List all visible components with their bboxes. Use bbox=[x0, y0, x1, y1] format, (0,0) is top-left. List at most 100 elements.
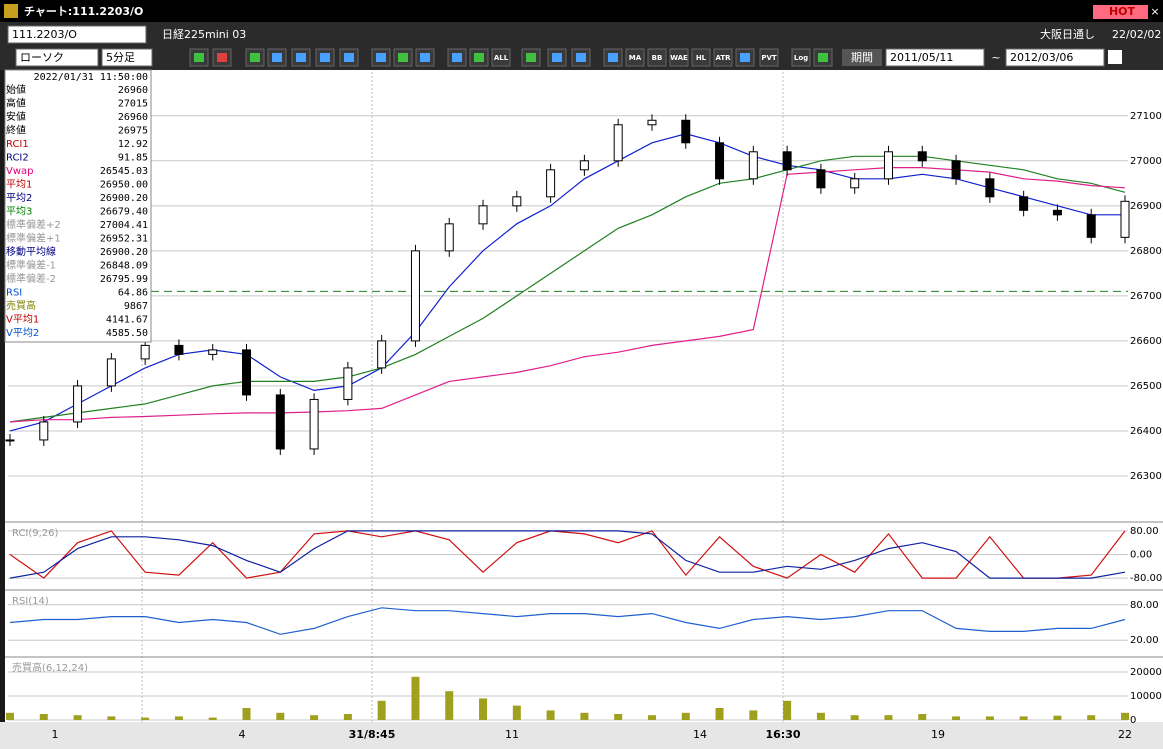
toolbar-icon bbox=[474, 53, 484, 62]
info-label: 始値 bbox=[6, 83, 26, 96]
symbol-field[interactable] bbox=[7, 25, 147, 44]
x-tick-label: 16:30 bbox=[765, 728, 800, 741]
info-label: 終値 bbox=[6, 124, 26, 137]
toolbar-button[interactable] bbox=[759, 48, 779, 67]
y-tick-label: 20.00 bbox=[1130, 635, 1159, 646]
toolbar-icon bbox=[740, 53, 750, 62]
y-tick-label: 0.00 bbox=[1130, 550, 1152, 561]
info-value: 4585.50 bbox=[106, 328, 148, 339]
panel-title: RSI(14) bbox=[12, 596, 49, 607]
y-tick-label: -80.00 bbox=[1130, 573, 1162, 584]
candle bbox=[5, 439, 15, 442]
toolbar-button-label[interactable]: Log bbox=[794, 54, 808, 62]
volume-bar bbox=[681, 712, 690, 720]
toolbar-button[interactable] bbox=[669, 48, 689, 67]
from-field[interactable] bbox=[885, 48, 985, 67]
series-line bbox=[9, 167, 1126, 423]
candle bbox=[1120, 200, 1130, 238]
candle bbox=[208, 349, 218, 355]
candle bbox=[546, 169, 556, 198]
tilde: ~ bbox=[991, 51, 1000, 64]
to-field[interactable] bbox=[1005, 48, 1105, 67]
candle bbox=[850, 178, 860, 189]
toolbar-button[interactable] bbox=[647, 48, 667, 67]
series-line bbox=[9, 133, 1125, 432]
toolbar-button-label[interactable]: HL bbox=[696, 54, 707, 62]
volume-bar bbox=[174, 716, 183, 720]
toolbar-icon bbox=[344, 53, 354, 62]
candle bbox=[1052, 209, 1062, 216]
toolbar-button-label[interactable]: MA bbox=[629, 54, 642, 62]
toolbar-button[interactable] bbox=[491, 48, 511, 67]
toolbar-button-label[interactable]: BB bbox=[652, 54, 663, 62]
toolbar-button[interactable] bbox=[691, 48, 711, 67]
volume-bar bbox=[546, 710, 555, 720]
y-tick-label: 20000 bbox=[1130, 667, 1162, 678]
info-label: V平均2 bbox=[6, 327, 39, 339]
candle bbox=[883, 151, 893, 180]
volume-bar bbox=[479, 698, 488, 720]
info-datetime: 2022/01/31 11:50:00 bbox=[34, 72, 148, 83]
chart-type[interactable]: ローソク bbox=[20, 51, 64, 64]
period[interactable]: 期間 bbox=[851, 51, 873, 64]
volume-bar bbox=[647, 715, 656, 720]
hot-label[interactable]: HOT bbox=[1109, 5, 1136, 18]
toolbar-button-label[interactable]: WAE bbox=[670, 54, 688, 62]
toolbar-icon bbox=[296, 53, 306, 62]
series-line bbox=[9, 530, 1126, 579]
info-value: 26679.40 bbox=[100, 207, 148, 218]
info-label: Vwap bbox=[6, 166, 34, 177]
volume-bar bbox=[1019, 716, 1028, 720]
interval-select[interactable] bbox=[101, 48, 153, 67]
volume-bar bbox=[310, 715, 319, 720]
from-date[interactable]: 2011/05/11 bbox=[890, 51, 953, 64]
checkbox[interactable] bbox=[1108, 50, 1122, 64]
interval[interactable]: 5分足 bbox=[106, 51, 135, 64]
y-tick-label: 80.00 bbox=[1130, 526, 1159, 537]
info-value: 26795.99 bbox=[100, 274, 148, 285]
candle bbox=[275, 394, 285, 450]
close-button[interactable]: × bbox=[1150, 5, 1159, 18]
toolbar-button-label[interactable]: PVT bbox=[761, 54, 777, 62]
toolbar-icon bbox=[552, 53, 562, 62]
toolbar-icon bbox=[194, 53, 204, 62]
symbol-name: 日経225mini 03 bbox=[162, 28, 246, 41]
to-date[interactable]: 2012/03/06 bbox=[1010, 51, 1073, 64]
x-tick-label: 11 bbox=[505, 728, 519, 741]
toolbar-button[interactable] bbox=[625, 48, 645, 67]
period-button[interactable] bbox=[842, 49, 882, 66]
volume-bar bbox=[580, 712, 589, 720]
info-value: 26960 bbox=[118, 85, 148, 96]
candle bbox=[39, 421, 49, 441]
candle bbox=[106, 358, 116, 387]
volume-bar bbox=[884, 715, 893, 720]
toolbar-icon bbox=[576, 53, 586, 62]
title-bar bbox=[0, 0, 1163, 22]
candle bbox=[681, 119, 691, 144]
volume-bar bbox=[512, 705, 521, 720]
hot-button[interactable] bbox=[1093, 5, 1148, 19]
info-label: 売買高 bbox=[6, 299, 36, 312]
info-label: RCI2 bbox=[6, 153, 29, 164]
info-value: 4141.67 bbox=[106, 315, 148, 326]
info-value: 26545.03 bbox=[100, 166, 148, 177]
chart-type-select[interactable] bbox=[15, 48, 99, 67]
y-tick-label: 10000 bbox=[1130, 691, 1162, 702]
candle bbox=[309, 398, 319, 450]
volume-bar bbox=[343, 714, 352, 720]
toolbar-button[interactable] bbox=[791, 48, 811, 67]
candle bbox=[579, 160, 589, 171]
symbol-code[interactable]: 111.2203/O bbox=[12, 28, 77, 41]
toolbar-button-label[interactable]: ALL bbox=[494, 54, 509, 62]
volume-bar bbox=[411, 676, 420, 720]
x-tick-label: 14 bbox=[693, 728, 707, 741]
info-label: 安値 bbox=[6, 110, 26, 123]
volume-bar bbox=[614, 714, 623, 720]
toolbar-icon bbox=[452, 53, 462, 62]
toolbar-icon bbox=[398, 53, 408, 62]
toolbar-button-label[interactable]: ATR bbox=[715, 54, 731, 62]
candle bbox=[512, 196, 522, 207]
toolbar-button[interactable] bbox=[713, 48, 733, 67]
y-tick-label: 26800 bbox=[1130, 246, 1162, 257]
x-axis-strip bbox=[0, 722, 1163, 749]
